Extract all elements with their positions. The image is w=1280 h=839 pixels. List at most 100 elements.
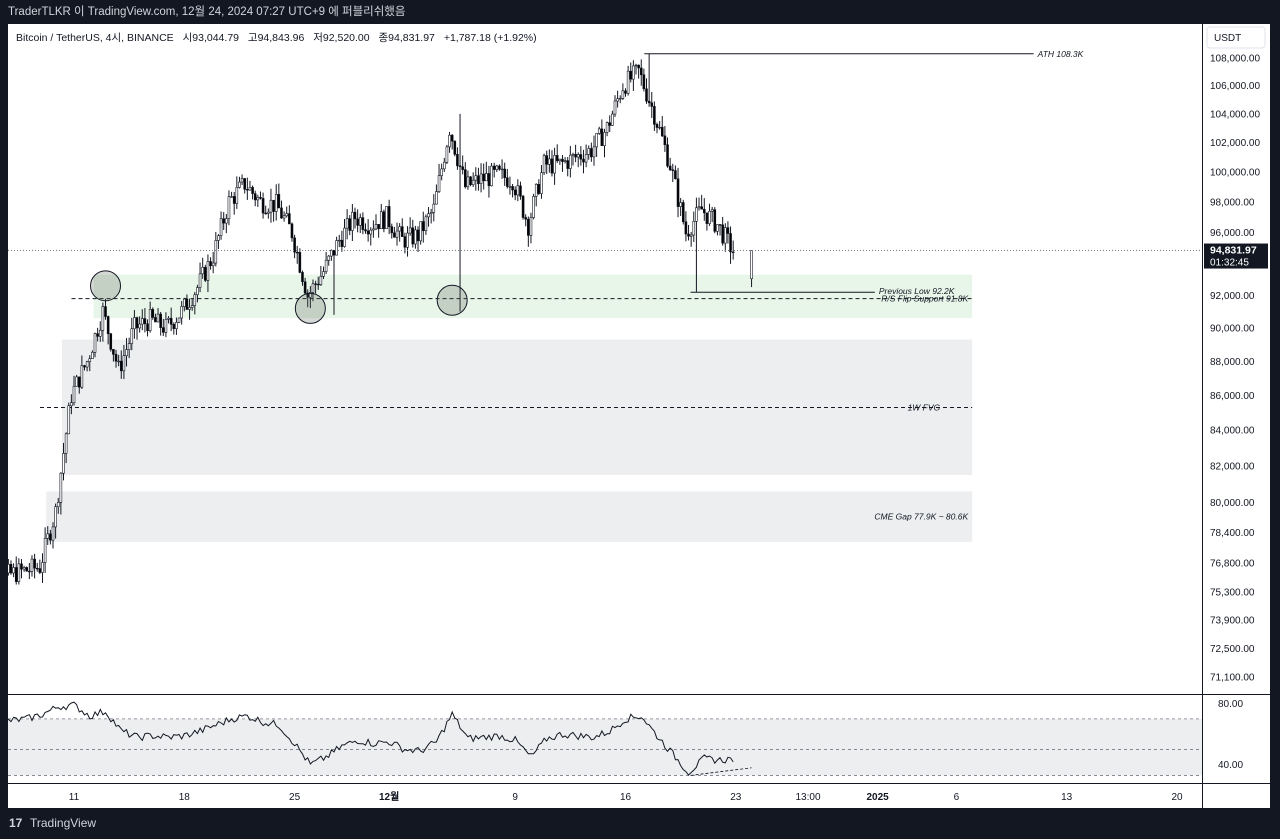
- candle-down: [161, 327, 165, 333]
- legend-open: 시93,044.79: [183, 32, 240, 44]
- candle-down: [600, 128, 604, 147]
- candle-down: [96, 333, 99, 337]
- candle-up: [282, 215, 286, 219]
- candle-up: [193, 294, 197, 306]
- candle-down: [519, 185, 522, 197]
- candle-down: [172, 324, 176, 329]
- price-axis-label: 80,000.00: [1210, 498, 1255, 509]
- candle-down: [464, 169, 467, 188]
- candle-down: [185, 298, 189, 310]
- candle-down: [450, 134, 454, 142]
- candle-up: [190, 305, 194, 308]
- candle-up: [419, 221, 422, 242]
- tradingview-brand[interactable]: TradingView: [30, 816, 97, 830]
- candle-down: [261, 198, 265, 214]
- candle-down: [453, 140, 457, 155]
- zones-layer: [40, 274, 973, 542]
- legend-change: +1,787.18 (+1.92%): [444, 32, 537, 44]
- price-axis-label: 96,000.00: [1210, 228, 1255, 239]
- candle-down: [104, 306, 107, 317]
- time-axis-label: 25: [289, 792, 301, 803]
- candle-down: [159, 313, 162, 328]
- candle-up: [692, 221, 696, 236]
- candle-up: [127, 343, 131, 350]
- candle-up: [235, 187, 239, 204]
- candle-up: [708, 210, 711, 224]
- candle-down: [555, 155, 559, 162]
- support-zone: [93, 274, 973, 319]
- candle-up: [605, 122, 609, 133]
- candle-down: [361, 217, 365, 230]
- price-axis-label: 78,400.00: [1210, 528, 1255, 539]
- circles-layer: [90, 270, 468, 324]
- candle-down: [316, 283, 320, 286]
- candles-layer: [0, 53, 753, 604]
- candle-down: [33, 558, 36, 569]
- candle-up: [592, 146, 596, 158]
- candle-up: [175, 322, 178, 329]
- candle-down: [461, 166, 464, 170]
- fvg-label: 1W FVG: [908, 402, 941, 412]
- candle-down: [288, 213, 291, 225]
- candle-up: [553, 155, 556, 174]
- price-chart-svg[interactable]: ATH 108.3K Previous Low 92.2K R/S Flip S…: [0, 24, 1270, 808]
- candle-up: [563, 160, 567, 162]
- candle-down: [272, 199, 275, 212]
- candle-up: [225, 218, 228, 224]
- candle-up: [445, 146, 449, 163]
- rsi-axis-labels: 80.00 40.00: [1218, 699, 1243, 771]
- svg-text:Bitcoin / TetherUS, 4시, BINANC: Bitcoin / TetherUS, 4시, BINANCE 시93,044.…: [16, 32, 537, 44]
- candle-down: [9, 563, 13, 574]
- candle-up: [571, 154, 575, 156]
- candle-down: [28, 570, 31, 573]
- candle-up: [274, 194, 278, 212]
- candle-down: [477, 175, 480, 184]
- candle-up: [558, 158, 562, 162]
- price-axis-label: 71,100.00: [1210, 673, 1255, 684]
- candle-up: [177, 317, 181, 323]
- candle-up: [414, 229, 417, 245]
- candle-up: [432, 203, 436, 213]
- last-price-value: 94,831.97: [1210, 245, 1257, 257]
- candle-down: [204, 266, 207, 281]
- price-axis-labels: 108,000.00 106,000.00 104,000.00 102,000.00…: [1210, 53, 1260, 683]
- candle-down: [639, 67, 643, 76]
- candle-down: [280, 207, 283, 219]
- candle-up: [59, 472, 63, 503]
- candle-down: [506, 177, 509, 187]
- candle-down: [511, 186, 514, 191]
- candle-up: [248, 187, 252, 191]
- currency-button[interactable]: [1206, 26, 1266, 49]
- candle-up: [93, 333, 97, 353]
- candle-up: [46, 533, 50, 539]
- candle-down: [726, 227, 730, 234]
- candle-up: [133, 317, 136, 330]
- chart-container[interactable]: ATH 108.3K Previous Low 92.2K R/S Flip S…: [0, 24, 1270, 808]
- candle-down: [687, 233, 690, 237]
- candle-up: [616, 98, 619, 102]
- candle-up: [85, 361, 89, 368]
- candle-down: [492, 165, 496, 170]
- candle-up: [474, 175, 478, 181]
- cme-gap-label: CME Gap 77.9K ~ 80.6K: [874, 512, 968, 522]
- candle-up: [587, 148, 591, 155]
- candle-up: [466, 176, 470, 188]
- candle-up: [206, 261, 210, 281]
- candle-down: [112, 349, 115, 355]
- candle-up: [597, 128, 601, 134]
- price-axis-label: 108,000.00: [1210, 53, 1260, 64]
- candle-down: [340, 239, 344, 247]
- price-axis-label: 84,000.00: [1210, 426, 1255, 437]
- price-axis-label: 73,900.00: [1210, 616, 1255, 627]
- candle-down: [306, 292, 310, 298]
- candle-up: [335, 240, 338, 256]
- candle-down: [246, 188, 249, 191]
- candle-down: [647, 100, 651, 104]
- candle-down: [713, 209, 717, 232]
- candle-down: [77, 376, 81, 388]
- candle-up: [695, 207, 698, 222]
- tradingview-logo-icon[interactable]: 17: [9, 816, 23, 830]
- candle-down: [705, 212, 709, 224]
- rsi-axis-label: 80.00: [1218, 699, 1243, 710]
- candle-up: [72, 385, 76, 404]
